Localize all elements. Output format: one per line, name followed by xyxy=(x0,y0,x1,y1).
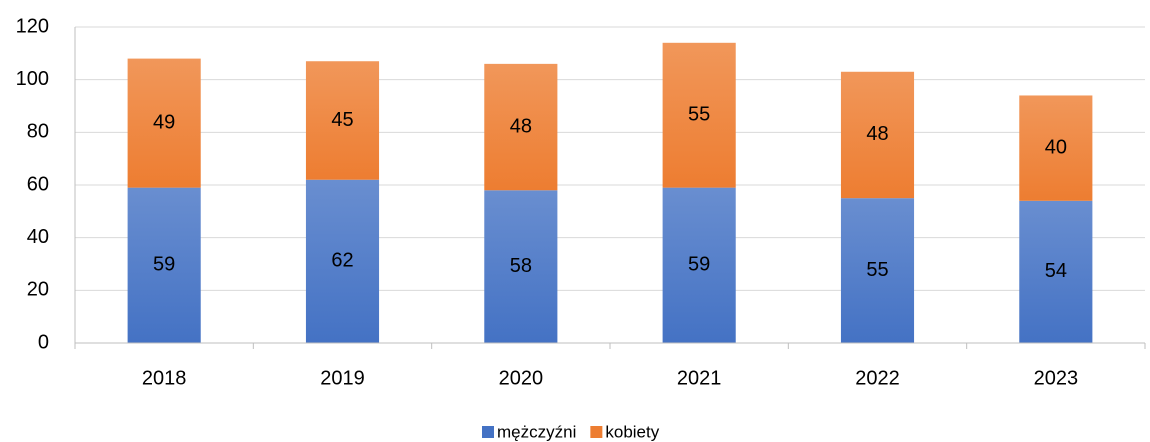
bar xyxy=(840,71,915,199)
x-tick-label: 2021 xyxy=(677,367,722,389)
value-label: 40 xyxy=(1045,136,1067,158)
value-label: 59 xyxy=(688,254,710,276)
value-label: 48 xyxy=(866,123,888,145)
value-label: 48 xyxy=(510,115,532,137)
legend-label: kobiety xyxy=(605,422,659,441)
value-label: 59 xyxy=(153,254,175,276)
bar xyxy=(662,42,736,188)
value-label: 62 xyxy=(331,250,353,272)
legend-swatch xyxy=(482,426,494,438)
bar xyxy=(840,198,915,343)
x-tick-label: 2019 xyxy=(320,367,365,389)
y-tick-label: 60 xyxy=(27,173,49,195)
legend: mężczyźni kobiety xyxy=(482,422,660,441)
bar xyxy=(305,179,380,343)
bar xyxy=(484,63,558,191)
x-tick-label: 2023 xyxy=(1034,367,1079,389)
x-tick-label: 2020 xyxy=(499,367,544,389)
value-label: 54 xyxy=(1045,260,1067,282)
value-label: 49 xyxy=(153,111,175,133)
legend-swatch xyxy=(590,426,603,438)
value-label: 45 xyxy=(331,109,353,131)
bar xyxy=(1019,95,1093,201)
y-tick-label: 0 xyxy=(38,331,49,353)
legend-label: mężczyźni xyxy=(497,422,576,441)
y-tick-label: 40 xyxy=(27,226,49,248)
y-tick-label: 120 xyxy=(16,15,49,37)
value-label: 55 xyxy=(866,259,888,281)
x-tick-label: 2022 xyxy=(855,367,900,389)
bar xyxy=(484,190,558,343)
bar xyxy=(1019,200,1093,343)
bar xyxy=(127,187,201,343)
y-tick-label: 100 xyxy=(16,68,49,90)
value-label: 55 xyxy=(688,103,710,125)
value-label: 58 xyxy=(510,255,532,277)
bar xyxy=(127,58,201,188)
bar xyxy=(662,187,736,343)
y-tick-label: 80 xyxy=(27,121,49,143)
x-tick-label: 2018 xyxy=(142,367,187,389)
bar xyxy=(305,61,380,180)
y-tick-label: 20 xyxy=(27,279,49,301)
